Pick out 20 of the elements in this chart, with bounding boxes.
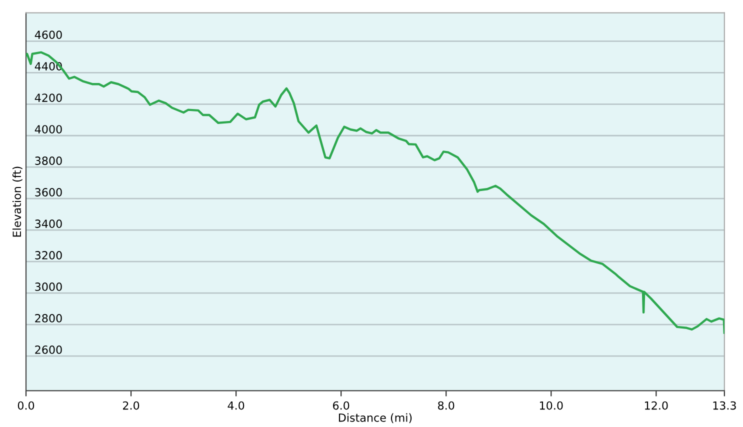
x-tick-label: 4.0 — [228, 401, 244, 410]
y-tick-label: 3200 — [35, 251, 62, 260]
x-tick-label: 12.0 — [645, 401, 668, 410]
x-tick-label: 2.0 — [123, 401, 140, 410]
y-tick-label: 2800 — [35, 314, 62, 322]
x-tick-label: 6.0 — [333, 401, 350, 410]
x-tick-label: 0.0 — [18, 401, 34, 410]
y-tick-label: 3000 — [35, 282, 62, 291]
x-tick-label: 10.0 — [540, 401, 563, 410]
x-axis-title: Distance (mi) — [338, 413, 412, 424]
y-tick-label: 3600 — [35, 188, 62, 196]
x-tick-label: 13.3 — [713, 401, 736, 410]
y-tick-label: 3400 — [35, 220, 62, 228]
y-tick-label: 2600 — [35, 346, 62, 354]
y-tick-label: 4000 — [34, 125, 62, 134]
x-tick-label: 8.0 — [438, 401, 454, 410]
y-axis-title: Elevation (ft) — [12, 166, 22, 237]
y-tick-label: 4200 — [34, 94, 62, 102]
y-tick-label: 4600 — [34, 30, 62, 39]
y-tick-label: 3800 — [35, 156, 62, 165]
